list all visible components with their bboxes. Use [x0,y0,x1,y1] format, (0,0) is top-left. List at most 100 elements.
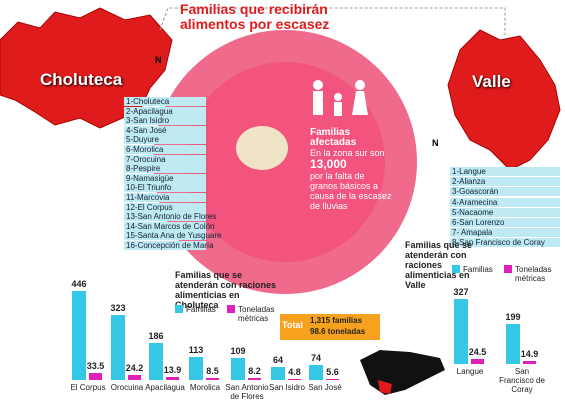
grains [236,126,288,170]
bar [149,342,163,380]
honduras-map [360,350,445,395]
bar [72,290,86,380]
value-label: 5.6 [326,366,339,377]
legend-swatch [452,265,460,273]
bar [231,358,245,380]
value-label: 4.8 [288,367,301,378]
value-label: 33.5 [86,361,105,372]
list-item: 4-San José [124,125,206,135]
list-item: 12-El Corpus [124,202,206,212]
list-item: 6-San Lorenzo [450,218,560,227]
list-item: 2-Alianza [450,177,560,187]
list-item: 4-Aramecina [450,197,560,207]
list-item: 11-Marcovia [124,193,206,202]
chart-title: Familias que se atenderán con raciones a… [405,240,473,290]
list-item: 16-Concepción de María [124,241,214,250]
value-label: 446 [71,278,87,289]
list-item: 6-Morolica [124,145,206,154]
value-label: 199 [505,312,521,323]
list-item: 13-San Antonio de Flores [124,212,217,222]
x-tick-label: San Francisco de Coray [499,367,545,394]
list-item: 5-Nacaome [450,207,560,217]
honduras-south [378,380,392,394]
value-label: 327 [453,286,469,297]
list-item: 8-San Francisco de Coray [450,238,560,248]
bar [309,365,323,380]
value-label: 74 [310,353,321,364]
list-item: 14-San Marcos de Colón [124,221,215,231]
bar [454,298,468,364]
list-item: 10-El Triunfo [124,183,206,193]
x-tick-label: Langue [456,367,484,376]
bar [166,377,179,380]
x-tick-label: El Corpus [70,383,106,392]
legend-swatch [175,305,183,313]
list-item: 3-Goascorán [450,187,560,197]
bar [128,375,141,380]
legend-label: Familias [186,305,216,314]
compass: N [155,55,162,65]
list-item: 2-Apacilagua [124,106,206,116]
list-item: 3-San Isidro [124,116,206,126]
bar [506,324,520,364]
plate-number: 13,000 [310,157,347,171]
total-line: 1,315 familias [310,316,363,325]
legend-swatch [227,305,235,313]
x-tick-label: San Isidro [268,383,306,392]
valle-map [447,29,561,171]
map-label: Valle [472,72,511,91]
legend-label: Familias [463,265,493,274]
plate-line: por la falta de granos básicos a causa d… [310,171,392,211]
bar [288,379,301,380]
total-line: 98.6 toneladas [310,327,366,336]
bar [189,357,203,380]
bar [111,315,125,380]
value-label: 64 [272,355,283,366]
bar [89,373,102,380]
total-box [280,314,380,340]
bar [248,378,261,380]
bar [271,367,285,380]
bar [206,378,219,380]
x-tick-label: Apacilagua [145,383,185,392]
list-item: 7-Orocuina [124,154,206,164]
value-label: 186 [148,330,164,341]
map-label: Choluteca [40,70,123,89]
value-label: 14.9 [520,349,539,360]
bar [523,361,536,364]
x-tick-label: San Antonio de Flores [225,383,269,400]
list-item: 7- Amapala [450,228,560,238]
value-label: 24.5 [468,347,487,358]
value-label: 13.9 [163,365,182,376]
value-label: 8.5 [206,366,219,377]
list-item: 15-Santa Ana de Yusguare [124,231,222,241]
list-item: 8-Pespire [124,164,206,174]
compass: N [432,138,439,148]
list-item: 9-Namasigüe [124,173,206,183]
connector [159,7,506,35]
legend-label: Toneladas métricas [515,265,552,283]
chart-title: Familias que se atenderán con raciones a… [175,270,277,310]
list-item: 5-Duyure [124,135,206,145]
bar [326,378,339,380]
total-label: Total [282,320,303,330]
value-label: 8.2 [248,366,261,377]
title: Familias que recibirán alimentos por esc… [180,1,330,32]
x-tick-label: Orocuina [110,383,144,392]
x-tick-label: San José [308,383,342,392]
value-label: 109 [230,346,246,357]
value-label: 323 [110,303,126,314]
plate-line: En la zona sur son [310,148,385,158]
list-item: 1-Langue [450,167,560,176]
value-label: 24.2 [125,363,144,374]
x-tick-label: Morolica [189,383,221,392]
plate-heading: Familias afectadas [310,127,357,148]
list-item: 1-Choluteca [124,97,206,106]
family-icon [313,80,368,116]
legend-swatch [504,265,512,273]
bar [471,359,484,364]
value-label: 113 [188,345,204,356]
legend-label: Toneladas métricas [238,305,275,323]
